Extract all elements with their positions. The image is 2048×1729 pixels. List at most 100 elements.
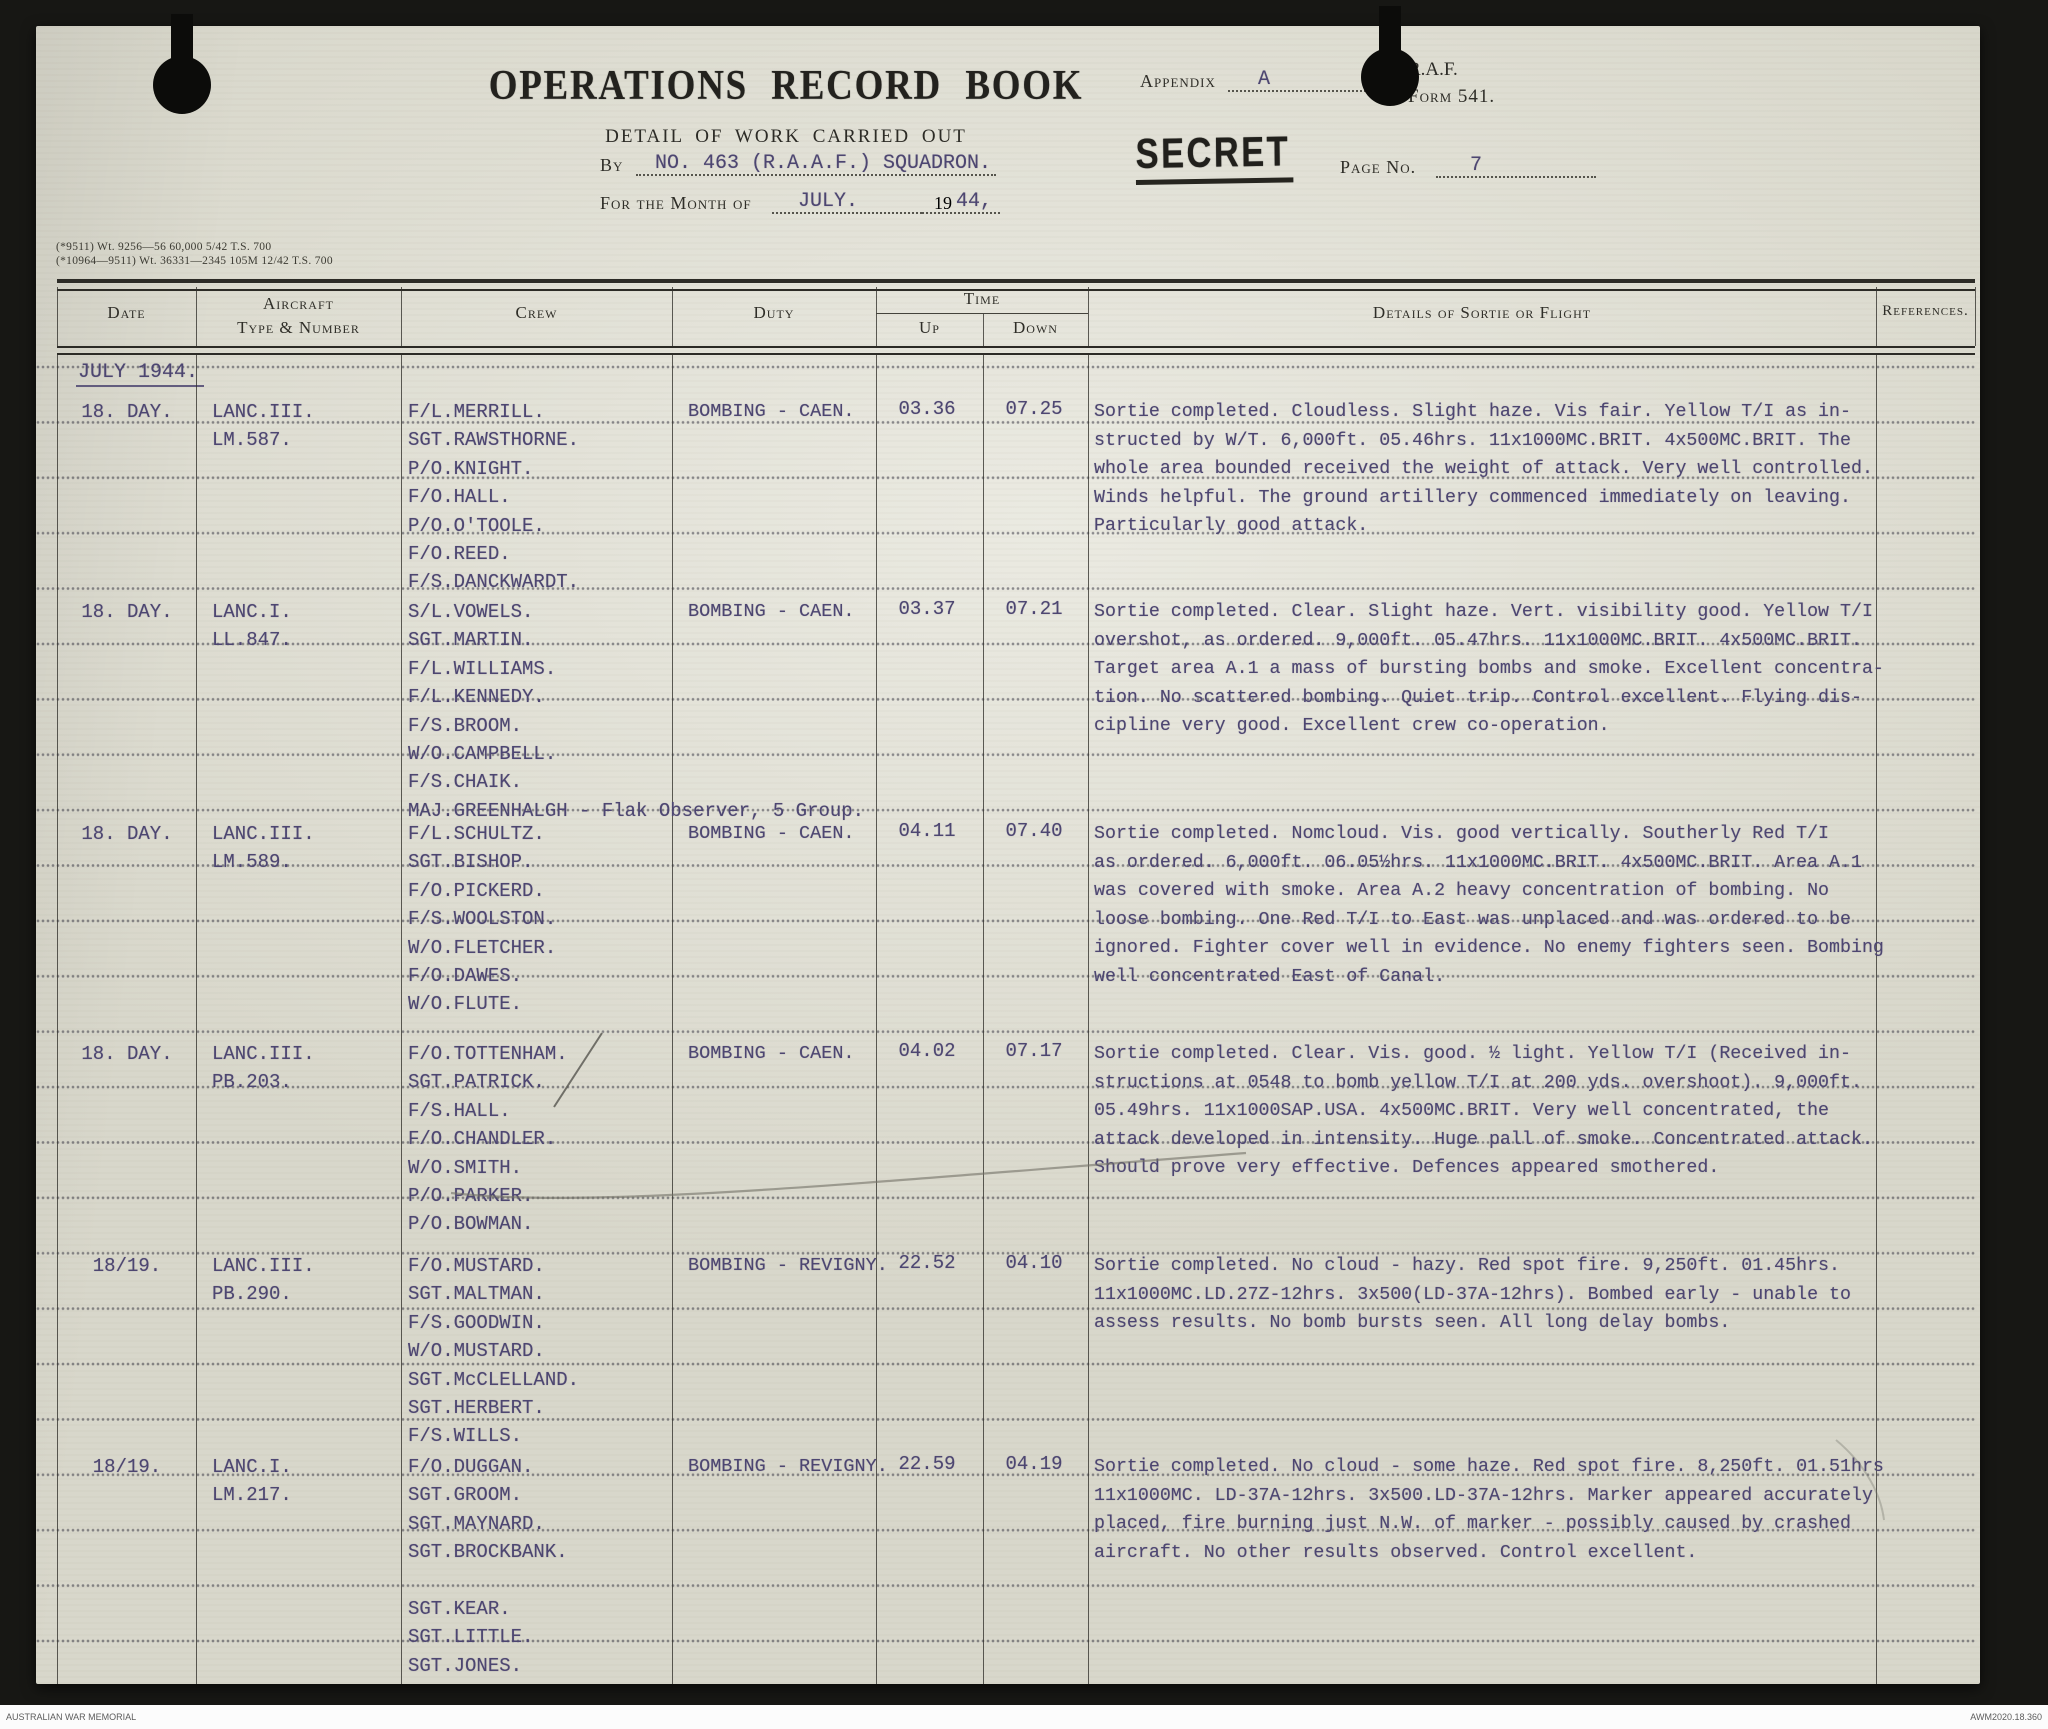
crew-list: S/L.VOWELS. SGT.MARTIN. F/L.WILLIAMS. F/… xyxy=(408,601,865,822)
page-title: OPERATIONS RECORD BOOK xyxy=(488,63,1084,109)
column-divider xyxy=(983,355,984,1684)
date-cell: 18/19. xyxy=(92,1456,162,1478)
details-cell: Sortie completed. Clear. Vis. good. ½ li… xyxy=(1094,1044,1873,1179)
column-divider xyxy=(876,287,877,346)
time-up-cell: 03.36 xyxy=(898,398,956,420)
raf-line1: R.A.F. xyxy=(1408,59,1458,80)
duty-cell: BOMBING - CAEN. xyxy=(688,401,855,422)
crew-list: F/O.MUSTARD. SGT.MALTMAN. F/S.GOODWIN. W… xyxy=(408,1255,580,1448)
column-divider xyxy=(1088,287,1089,346)
crew-list: F/O.TOTTENHAM. SGT.PATRICK. F/S.HALL. F/… xyxy=(408,1043,568,1236)
time-down-cell: 07.17 xyxy=(1005,1040,1063,1062)
header-bottom-border xyxy=(57,346,1975,355)
header-duty: Duty xyxy=(753,303,795,322)
paper-sheet: (*9511) Wt. 9256—56 60,000 5/42 T.S. 700… xyxy=(36,6,1980,1684)
appendix-value: A xyxy=(1258,68,1271,91)
column-divider xyxy=(196,287,197,346)
aircraft-cell: LANC.III. PB.203. xyxy=(212,1043,315,1094)
duty-cell: BOMBING - REVIGNY. xyxy=(688,1456,888,1477)
column-divider xyxy=(672,287,673,346)
header-date: Date xyxy=(107,303,146,322)
dotted-rule xyxy=(772,206,922,214)
aircraft-cell: LANC.III. PB.290. xyxy=(212,1255,315,1306)
page-number-line: Page No. 7 xyxy=(1340,152,1620,180)
time-header-divider xyxy=(876,313,1088,314)
aircraft-cell: LANC.I. LL.847. xyxy=(212,601,292,652)
column-divider xyxy=(57,355,58,1684)
details-cell: Sortie completed. Nomcloud. Vis. good ve… xyxy=(1094,824,1884,987)
date-cell: 18. DAY. xyxy=(81,401,173,423)
header-time-down: Down xyxy=(1013,318,1058,337)
duty-cell: BOMBING - CAEN. xyxy=(688,601,855,622)
column-divider xyxy=(57,287,58,346)
header-time-up: Up xyxy=(919,318,940,337)
header-aircraft: Aircraft Type & Number xyxy=(237,294,360,337)
table-header: Date Aircraft Type & Number Crew Duty Ti… xyxy=(36,287,1976,346)
details-cell: Sortie completed. Cloudless. Slight haze… xyxy=(1094,402,1873,537)
dotted-rule xyxy=(1436,170,1596,178)
month-value: JULY. xyxy=(798,190,859,213)
column-divider xyxy=(401,287,402,346)
page-number-value: 7 xyxy=(1470,154,1483,177)
column-divider xyxy=(1088,355,1089,1684)
year-typed: 44, xyxy=(956,190,993,213)
time-down-cell: 07.21 xyxy=(1005,598,1063,620)
table-top-border xyxy=(57,279,1975,291)
details-cell: Sortie completed. No cloud - hazy. Red s… xyxy=(1094,1256,1851,1334)
aircraft-cell: LANC.III. LM.589. xyxy=(212,823,315,874)
column-divider xyxy=(672,355,673,1684)
appendix-label: Appendix xyxy=(1140,71,1216,91)
dotted-rule xyxy=(636,168,996,176)
duty-cell: BOMBING - CAEN. xyxy=(688,823,855,844)
date-cell: 18/19. xyxy=(92,1255,162,1277)
time-up-cell: 22.59 xyxy=(898,1453,956,1475)
punch-hole-right xyxy=(1361,6,1419,106)
duty-cell: BOMBING - REVIGNY. xyxy=(688,1255,888,1276)
raf-form-id: R.A.F. Form 541. xyxy=(1408,56,1495,110)
year-printed: 19 xyxy=(934,193,952,213)
aircraft-cell: LANC.III. LM.587. xyxy=(212,401,315,452)
duty-cell: BOMBING - CAEN. xyxy=(688,1043,855,1064)
details-cell: Sortie completed. Clear. Slight haze. Ve… xyxy=(1094,602,1884,737)
by-line: By NO. 463 (R.A.A.F.) SQUADRON. xyxy=(600,150,1020,178)
time-down-cell: 04.19 xyxy=(1005,1453,1063,1475)
table-body: JULY 1944. 18. DAY. LANC.III. LM.587. F/L.… xyxy=(36,355,1975,1684)
date-cell: 18. DAY. xyxy=(81,601,173,623)
time-up-cell: 04.11 xyxy=(898,820,956,842)
date-cell: 18. DAY. xyxy=(81,1043,173,1065)
aircraft-cell: LANC.I. LM.217. xyxy=(212,1456,292,1507)
column-divider xyxy=(1876,287,1877,346)
crew-list: F/O.DUGGAN. SGT.GROOM. SGT.MAYNARD. SGT.… xyxy=(408,1456,568,1677)
raf-line2: Form 541. xyxy=(1408,86,1496,107)
dotted-rule xyxy=(922,206,1000,214)
time-down-cell: 04.10 xyxy=(1005,1252,1063,1274)
column-divider xyxy=(401,355,402,1684)
month-row: JULY 1944. xyxy=(76,361,205,387)
date-cell: 18. DAY. xyxy=(81,823,173,845)
header-details: Details of Sortie or Flight xyxy=(1372,303,1592,322)
column-divider xyxy=(1876,355,1877,1684)
page-subtitle: DETAIL OF WORK CARRIED OUT xyxy=(605,126,967,147)
header-crew: Crew xyxy=(515,303,558,322)
secret-stamp: SECRET xyxy=(1135,127,1294,185)
column-divider xyxy=(1975,287,1976,346)
appendix-line: Appendix A xyxy=(1140,66,1400,94)
time-up-cell: 22.52 xyxy=(898,1252,956,1274)
details-cell: Sortie completed. No cloud - some haze. … xyxy=(1094,1457,1884,1563)
time-down-cell: 07.40 xyxy=(1005,820,1063,842)
archive-id: AWM2020.18.360 xyxy=(1970,1712,2042,1722)
dotted-rule xyxy=(1228,84,1378,92)
column-divider xyxy=(983,313,984,346)
header-references: References. xyxy=(1882,303,1969,319)
archive-footer: AUSTRALIAN WAR MEMORIAL AWM2020.18.360 xyxy=(0,1705,2048,1729)
month-line: For the Month of JULY. 19 44, xyxy=(600,188,1040,216)
crew-list: F/L.MERRILL. SGT.RAWSTHORNE. P/O.KNIGHT.… xyxy=(408,401,580,594)
page-number-label: Page No. xyxy=(1340,157,1417,177)
squadron-value: NO. 463 (R.A.A.F.) SQUADRON. xyxy=(655,152,992,175)
month-label: For the Month of xyxy=(600,193,752,213)
crew-list: F/L.SCHULTZ. SGT.BISHOP. F/O.PICKERD. F/… xyxy=(408,823,557,1016)
time-up-cell: 04.02 xyxy=(898,1040,956,1062)
time-down-cell: 07.25 xyxy=(1005,398,1063,420)
column-divider xyxy=(196,355,197,1684)
